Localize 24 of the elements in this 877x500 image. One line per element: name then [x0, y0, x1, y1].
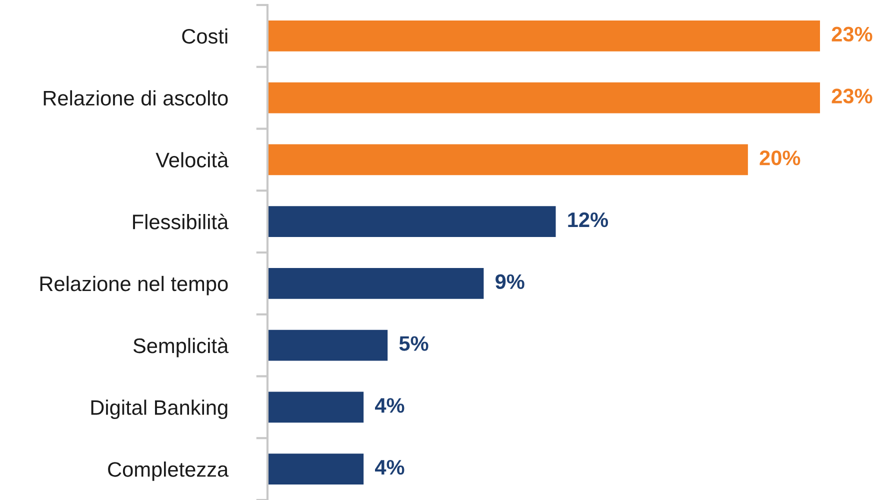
data-label: 23% — [832, 26, 872, 42]
y-tick-label: Relazione nel tempo — [40, 276, 228, 296]
y-tick-label: Digital Banking — [91, 400, 228, 420]
data-label: 12% — [568, 212, 608, 228]
data-label: 23% — [832, 88, 872, 104]
bar — [267, 82, 820, 114]
y-tick-label: Flessibilità — [133, 214, 229, 230]
bar — [267, 206, 556, 238]
bar — [267, 20, 820, 52]
y-tick-label: Costi — [182, 28, 228, 44]
data-label: 9% — [496, 274, 524, 290]
data-label: 5% — [399, 336, 428, 351]
bar — [267, 144, 748, 176]
bar — [267, 454, 364, 485]
data-label: 20% — [760, 150, 800, 166]
y-tick-label: Relazione di ascolto — [44, 90, 228, 106]
y-tick-label: Semplicità — [133, 338, 229, 358]
data-label: 4% — [375, 460, 404, 475]
y-tick-label: Velocità — [156, 152, 229, 168]
bar — [267, 330, 388, 361]
data-label: 4% — [375, 398, 404, 413]
y-tick-label: Completezza — [108, 462, 229, 481]
bar — [267, 392, 364, 423]
bar — [267, 268, 484, 299]
